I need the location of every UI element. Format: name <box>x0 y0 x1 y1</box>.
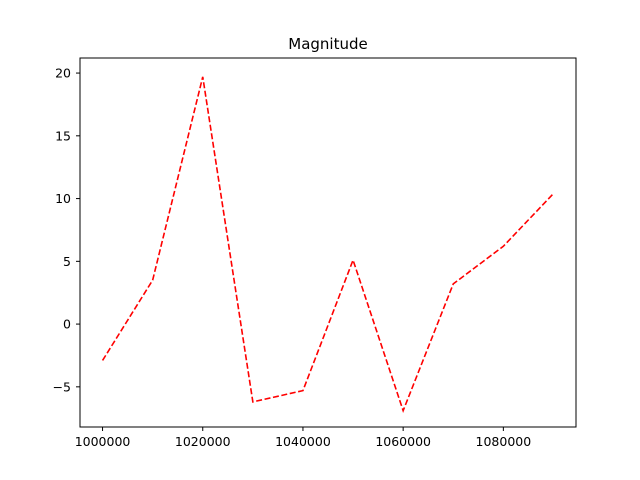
x-tick-label: 1080000 <box>476 434 532 449</box>
y-tick-label: 10 <box>55 191 71 206</box>
x-tick-label: 1020000 <box>175 434 231 449</box>
y-tick-label: 20 <box>55 66 71 81</box>
y-tick-label: 15 <box>55 128 71 143</box>
x-tick-label: 1000000 <box>75 434 131 449</box>
x-tick-label: 1040000 <box>275 434 331 449</box>
y-tick-label: 5 <box>63 254 71 269</box>
plot-area <box>101 76 555 414</box>
series-line-0 <box>101 76 555 414</box>
x-tick-label: 1060000 <box>375 434 431 449</box>
chart-title: Magnitude <box>288 35 367 53</box>
y-tick-label: 0 <box>63 317 71 332</box>
y-tick-label: −5 <box>53 379 71 394</box>
axes: 1000000 1020000 1040000 1060000 1080000 −5 0 5 1… <box>53 57 577 449</box>
axes-frame <box>79 57 577 428</box>
